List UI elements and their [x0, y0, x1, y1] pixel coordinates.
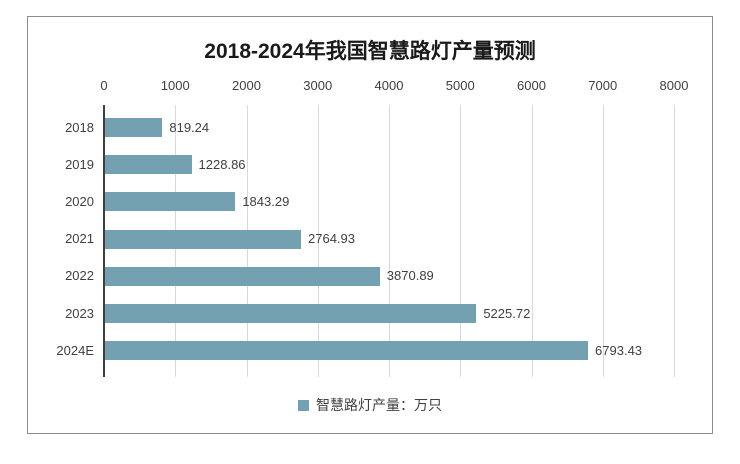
- chart-title: 2018-2024年我国智慧路灯产量预测: [204, 40, 536, 63]
- gridline: [317, 105, 319, 377]
- value-label: 1843.29: [242, 193, 290, 209]
- x-axis-tick-label: 3000: [303, 78, 333, 93]
- category-label: 2021: [65, 231, 94, 247]
- legend-marker-icon: [298, 399, 309, 411]
- category-label: 2019: [65, 156, 94, 172]
- gridline: [389, 105, 390, 377]
- category-label: 2020: [65, 193, 94, 209]
- gridline: [531, 105, 533, 377]
- bar: [105, 192, 236, 212]
- legend: 智慧路灯产量：万只: [28, 395, 712, 415]
- x-axis-tick-label: 1000: [160, 78, 190, 93]
- bar: [105, 266, 380, 286]
- value-label: 2764.93: [308, 231, 355, 247]
- value-label: 6793.43: [595, 342, 643, 358]
- x-axis-tick-label: 0: [100, 78, 108, 93]
- bar: [105, 229, 301, 249]
- chart-container: 2018-2024年我国智慧路灯产量预测 0 1000 2000 3000 4000 50…: [27, 16, 713, 434]
- x-axis-tick-label: 8000: [659, 78, 689, 93]
- bar: [105, 304, 477, 323]
- bar: [105, 118, 163, 137]
- gridline: [460, 105, 462, 377]
- bar: [105, 155, 192, 175]
- bar: [105, 341, 589, 361]
- value-label: 1228.86: [198, 156, 246, 172]
- x-axis-tick-label: 5000: [445, 78, 475, 93]
- legend-label: 智慧路灯产量：万只: [316, 397, 442, 413]
- category-label: 2018: [65, 119, 94, 135]
- x-axis-tick-label: 2000: [232, 78, 261, 93]
- x-axis-tick-label: 7000: [588, 78, 618, 93]
- category-label: 2022: [65, 268, 94, 284]
- category-label: 2024E: [56, 342, 94, 358]
- category-label: 2023: [65, 305, 94, 321]
- gridline: [602, 105, 604, 377]
- value-label: 3870.89: [386, 268, 434, 284]
- value-label: 5225.72: [483, 305, 531, 321]
- gridline: [674, 105, 675, 377]
- y-axis-line: [103, 105, 105, 377]
- plot-area: 0 1000 2000 3000 4000 5000 6000 7000 8000 2018 819…: [28, 17, 712, 433]
- value-label: 819.24: [169, 119, 210, 135]
- x-axis-tick-label: 4000: [374, 78, 404, 93]
- x-axis-tick-label: 6000: [517, 78, 546, 93]
